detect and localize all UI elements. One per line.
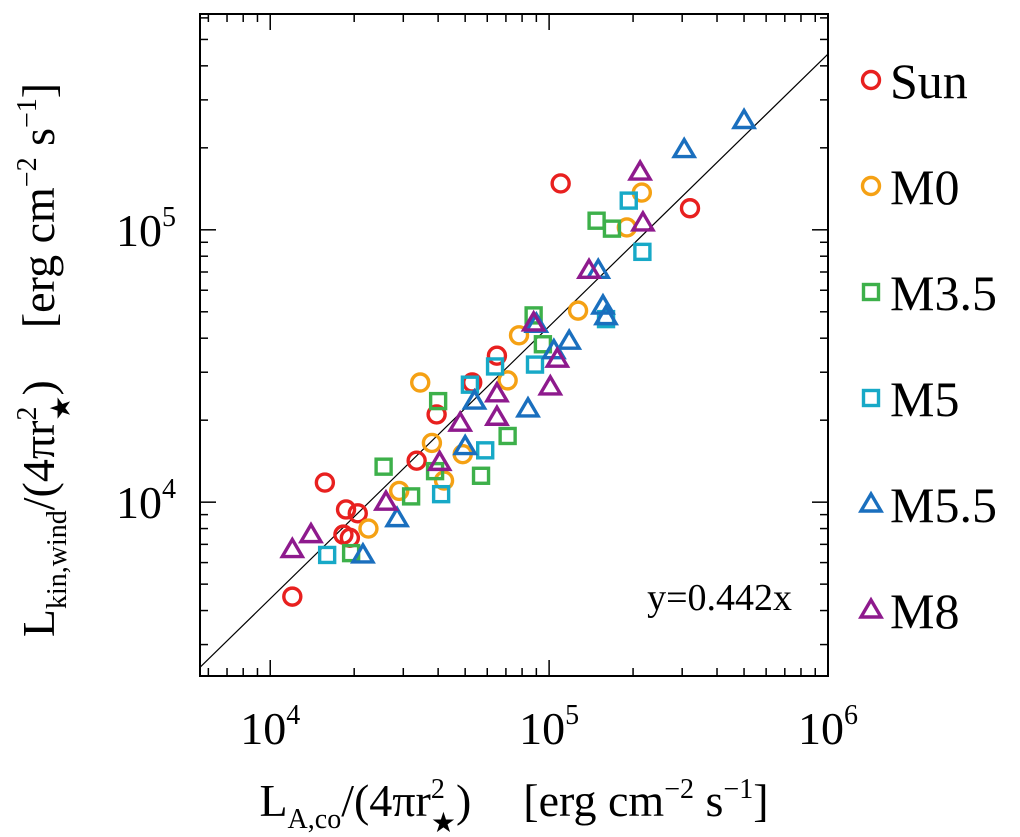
- data-point-m5: [633, 242, 652, 262]
- data-point-m5-5: [671, 136, 698, 159]
- axis-ticks: [200, 14, 829, 676]
- data-point-m5-5: [593, 303, 620, 326]
- data-point-sun: [347, 503, 368, 524]
- data-point-m8: [372, 488, 399, 511]
- data-point-m3-5: [524, 306, 543, 325]
- data-point-m8: [279, 536, 306, 559]
- legend-label: M0: [890, 159, 959, 215]
- data-point-m5-5: [349, 541, 376, 564]
- data-point-m0: [421, 432, 443, 454]
- data-point-m5: [525, 355, 545, 374]
- data-point-m5: [476, 441, 495, 460]
- data-point-m3-5: [401, 487, 421, 506]
- data-point-m0: [497, 370, 518, 391]
- data-point-m5-5: [556, 327, 583, 350]
- legend: Sun M0 M3.5 M5 M5.5 M8: [858, 53, 997, 639]
- data-point-m3-5: [498, 426, 517, 446]
- data-point-m0: [410, 372, 431, 393]
- legend-marker-sun: [860, 69, 882, 91]
- data-point-m3-5: [425, 461, 445, 481]
- data-point-m5-5: [515, 395, 541, 418]
- data-point-sun: [550, 173, 571, 194]
- data-point-m0: [358, 518, 379, 539]
- data-point-m0: [388, 480, 410, 502]
- y-tick-label: 104: [116, 474, 176, 528]
- data-point-m5-5: [452, 433, 479, 456]
- data-point-m8: [537, 373, 564, 396]
- x-tick-label: 106: [798, 700, 858, 754]
- tick-labels: 104 105 106 104 105: [116, 202, 858, 754]
- data-point-sun: [282, 586, 303, 607]
- data-point-m0: [567, 300, 589, 321]
- data-point-m8: [483, 403, 510, 426]
- data-point-m5: [431, 484, 451, 504]
- data-point-m8: [629, 209, 656, 232]
- data-point-m8: [520, 309, 547, 332]
- data-markers: [279, 107, 758, 607]
- legend-label: M5.5: [890, 477, 997, 533]
- data-point-m8: [426, 449, 453, 472]
- data-point-m0: [508, 325, 530, 346]
- data-point-m8: [447, 409, 474, 432]
- x-tick-label: 104: [240, 700, 300, 754]
- legend-label: M8: [890, 583, 959, 639]
- data-point-m8: [576, 256, 602, 280]
- fit-line: [199, 53, 829, 668]
- data-point-m5-5: [384, 505, 411, 528]
- data-point-m5-5: [461, 387, 488, 410]
- data-point-m3-5: [602, 219, 622, 238]
- data-point-m8: [298, 521, 324, 544]
- legend-marker-m5-5: [858, 490, 884, 513]
- data-point-m5-5: [731, 107, 758, 130]
- legend-label: M5: [890, 371, 959, 427]
- data-point-m5: [485, 357, 505, 376]
- legend-marker-m8: [858, 596, 884, 619]
- data-point-sun: [335, 499, 357, 520]
- data-point-sun: [486, 345, 508, 366]
- data-point-m3-5: [471, 466, 491, 485]
- x-tick-label: 105: [519, 700, 579, 754]
- legend-marker-m3-5: [861, 282, 881, 302]
- data-point-m5: [317, 545, 337, 565]
- legend-label: M3.5: [890, 265, 997, 321]
- data-point-m8: [627, 158, 654, 181]
- legend-marker-m5: [861, 388, 881, 408]
- data-point-m3-5: [428, 391, 448, 411]
- data-point-sun: [426, 404, 447, 425]
- x-axis-label: LA,co/(4πr2 ★) [erg cm−2 s−1]: [259, 774, 768, 837]
- data-point-m8: [483, 380, 510, 403]
- data-point-m3-5: [374, 457, 393, 476]
- y-tick-label: 105: [116, 202, 176, 256]
- data-point-m8: [544, 345, 571, 368]
- data-point-sun: [679, 198, 701, 219]
- data-point-m5: [619, 191, 638, 210]
- plot-frame: [199, 13, 829, 677]
- legend-marker-m0: [860, 175, 882, 197]
- data-point-m5: [460, 375, 480, 394]
- y-axis-label: Lkin,wind/(4πr2 ★)[erg cm−2 s−1]: [12, 83, 77, 637]
- data-point-sun: [314, 472, 336, 493]
- fit-label: y=0.442x: [647, 577, 792, 619]
- legend-label: Sun: [890, 53, 968, 109]
- data-point-sun: [406, 450, 427, 471]
